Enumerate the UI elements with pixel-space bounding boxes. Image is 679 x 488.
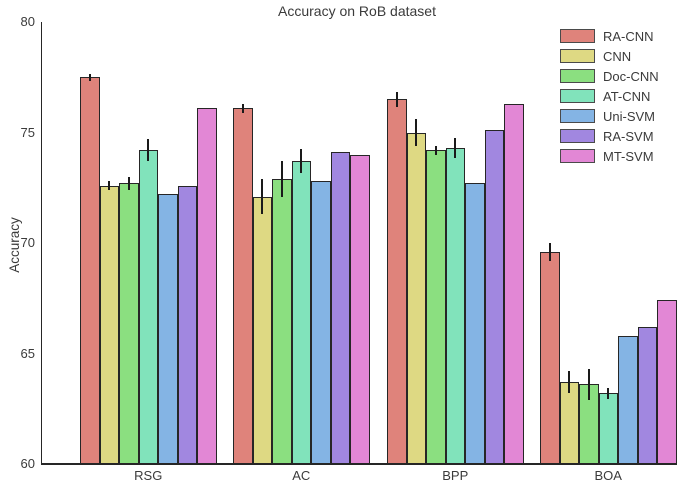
error-bar-ra-cnn-ac xyxy=(241,103,244,113)
error-bar-doc-cnn-bpp xyxy=(434,145,437,155)
y-axis-line xyxy=(40,22,43,465)
legend-label-at-cnn: AT-CNN xyxy=(603,88,651,104)
bar-doc-cnn-bpp xyxy=(426,150,446,464)
error-bar-at-cnn-bpp xyxy=(454,138,457,158)
legend-item-ra-svm: RA-SVM xyxy=(560,126,659,146)
error-bar-at-cnn-ac xyxy=(300,149,303,174)
x-tick-label-ac: AC xyxy=(292,468,311,483)
x-tick-label-boa: BOA xyxy=(594,468,622,483)
legend-label-doc-cnn: Doc-CNN xyxy=(603,68,659,84)
bar-uni-svm-boa xyxy=(618,335,638,464)
error-bar-at-cnn-rsg xyxy=(147,139,150,162)
legend-label-ra-cnn: RA-CNN xyxy=(603,28,654,44)
error-bar-at-cnn-boa xyxy=(607,387,610,399)
legend-label-mt-svm: MT-SVM xyxy=(603,148,654,164)
legend-item-uni-svm: Uni-SVM xyxy=(560,106,659,126)
x-tick-label-bpp: BPP xyxy=(442,468,469,483)
legend-item-ra-cnn: RA-CNN xyxy=(560,26,659,46)
legend-label-cnn: CNN xyxy=(603,48,632,64)
x-tick-label-rsg: RSG xyxy=(134,468,163,483)
bar-ra-svm-ac xyxy=(330,152,350,464)
x-axis-line xyxy=(40,462,677,465)
error-bar-cnn-boa xyxy=(568,371,571,394)
error-bar-cnn-bpp xyxy=(415,119,418,146)
bar-doc-cnn-ac xyxy=(272,178,292,464)
legend-swatch-ra-svm xyxy=(560,129,595,143)
legend-item-cnn: CNN xyxy=(560,46,659,66)
bar-uni-svm-ac xyxy=(311,181,331,464)
legend-item-mt-svm: MT-SVM xyxy=(560,146,659,166)
legend-swatch-cnn xyxy=(560,49,595,63)
bar-ra-cnn-bpp xyxy=(387,99,407,464)
bar-cnn-boa xyxy=(559,382,579,464)
bar-uni-svm-rsg xyxy=(158,194,178,464)
bar-cnn-bpp xyxy=(406,132,426,464)
bar-at-cnn-rsg xyxy=(138,150,158,464)
legend-label-uni-svm: Uni-SVM xyxy=(603,108,656,124)
chart-title: Accuracy on RoB dataset xyxy=(278,3,436,19)
error-bar-ra-cnn-bpp xyxy=(395,91,398,108)
legend-label-ra-svm: RA-SVM xyxy=(603,128,654,144)
bar-doc-cnn-rsg xyxy=(119,183,139,464)
legend-swatch-at-cnn xyxy=(560,89,595,103)
bar-at-cnn-bpp xyxy=(445,147,465,464)
y-tick-label-75: 75 xyxy=(20,124,35,140)
y-tick-label-65: 65 xyxy=(20,345,35,361)
bar-mt-svm-boa xyxy=(657,300,677,464)
bar-mt-svm-bpp xyxy=(504,103,524,464)
bar-cnn-ac xyxy=(252,196,272,464)
error-bar-ra-cnn-rsg xyxy=(88,73,91,81)
legend-item-at-cnn: AT-CNN xyxy=(560,86,659,106)
bar-mt-svm-ac xyxy=(350,154,370,464)
error-bar-cnn-ac xyxy=(261,178,264,215)
bar-cnn-rsg xyxy=(99,185,119,464)
legend: RA-CNN CNN Doc-CNN AT-CNN Uni-SVM RA-SVM MT-SV… xyxy=(560,26,659,166)
error-bar-doc-cnn-boa xyxy=(587,368,590,400)
y-tick-label-60: 60 xyxy=(20,456,35,471)
legend-item-doc-cnn: Doc-CNN xyxy=(560,66,659,86)
bar-ra-svm-rsg xyxy=(177,185,197,464)
bar-mt-svm-rsg xyxy=(197,108,217,464)
bar-ra-cnn-rsg xyxy=(80,77,100,464)
bar-ra-cnn-ac xyxy=(233,108,253,464)
bar-at-cnn-boa xyxy=(598,393,618,464)
legend-swatch-ra-cnn xyxy=(560,29,595,43)
bar-ra-svm-bpp xyxy=(484,130,504,464)
error-bar-doc-cnn-ac xyxy=(280,161,283,197)
bar-uni-svm-bpp xyxy=(465,183,485,464)
y-tick-label-80: 80 xyxy=(20,14,35,29)
error-bar-cnn-rsg xyxy=(108,181,111,190)
bar-at-cnn-ac xyxy=(291,161,311,464)
legend-swatch-mt-svm xyxy=(560,149,595,163)
legend-swatch-doc-cnn xyxy=(560,69,595,83)
error-bar-ra-cnn-boa xyxy=(548,243,551,261)
y-tick-label-70: 70 xyxy=(20,235,35,250)
error-bar-doc-cnn-rsg xyxy=(127,176,130,190)
legend-swatch-uni-svm xyxy=(560,109,595,123)
bar-ra-svm-boa xyxy=(637,326,657,464)
bar-ra-cnn-boa xyxy=(540,251,560,464)
